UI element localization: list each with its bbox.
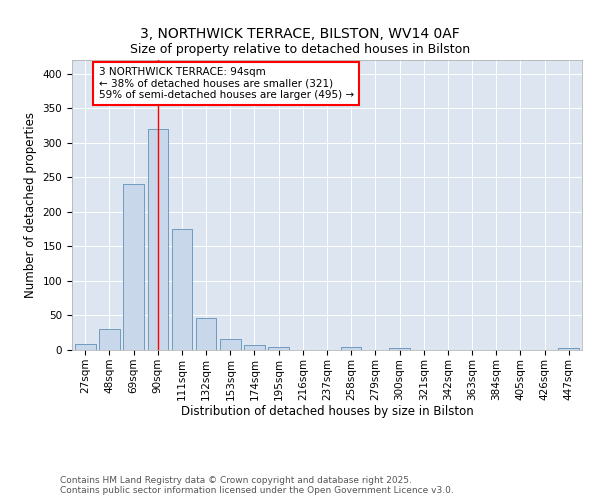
Bar xyxy=(220,339,241,350)
Bar xyxy=(389,348,410,350)
Bar xyxy=(75,344,95,350)
Text: Contains HM Land Registry data © Crown copyright and database right 2025.
Contai: Contains HM Land Registry data © Crown c… xyxy=(60,476,454,495)
Bar xyxy=(268,347,289,350)
Bar xyxy=(341,346,361,350)
Bar xyxy=(244,345,265,350)
Y-axis label: Number of detached properties: Number of detached properties xyxy=(24,112,37,298)
Text: 3, NORTHWICK TERRACE, BILSTON, WV14 0AF: 3, NORTHWICK TERRACE, BILSTON, WV14 0AF xyxy=(140,28,460,42)
Bar xyxy=(196,318,217,350)
X-axis label: Distribution of detached houses by size in Bilston: Distribution of detached houses by size … xyxy=(181,406,473,418)
Bar xyxy=(99,328,120,350)
Text: Size of property relative to detached houses in Bilston: Size of property relative to detached ho… xyxy=(130,42,470,56)
Bar xyxy=(124,184,144,350)
Bar xyxy=(172,229,192,350)
Text: 3 NORTHWICK TERRACE: 94sqm
← 38% of detached houses are smaller (321)
59% of sem: 3 NORTHWICK TERRACE: 94sqm ← 38% of deta… xyxy=(98,67,354,100)
Bar xyxy=(559,348,579,350)
Bar xyxy=(148,129,168,350)
